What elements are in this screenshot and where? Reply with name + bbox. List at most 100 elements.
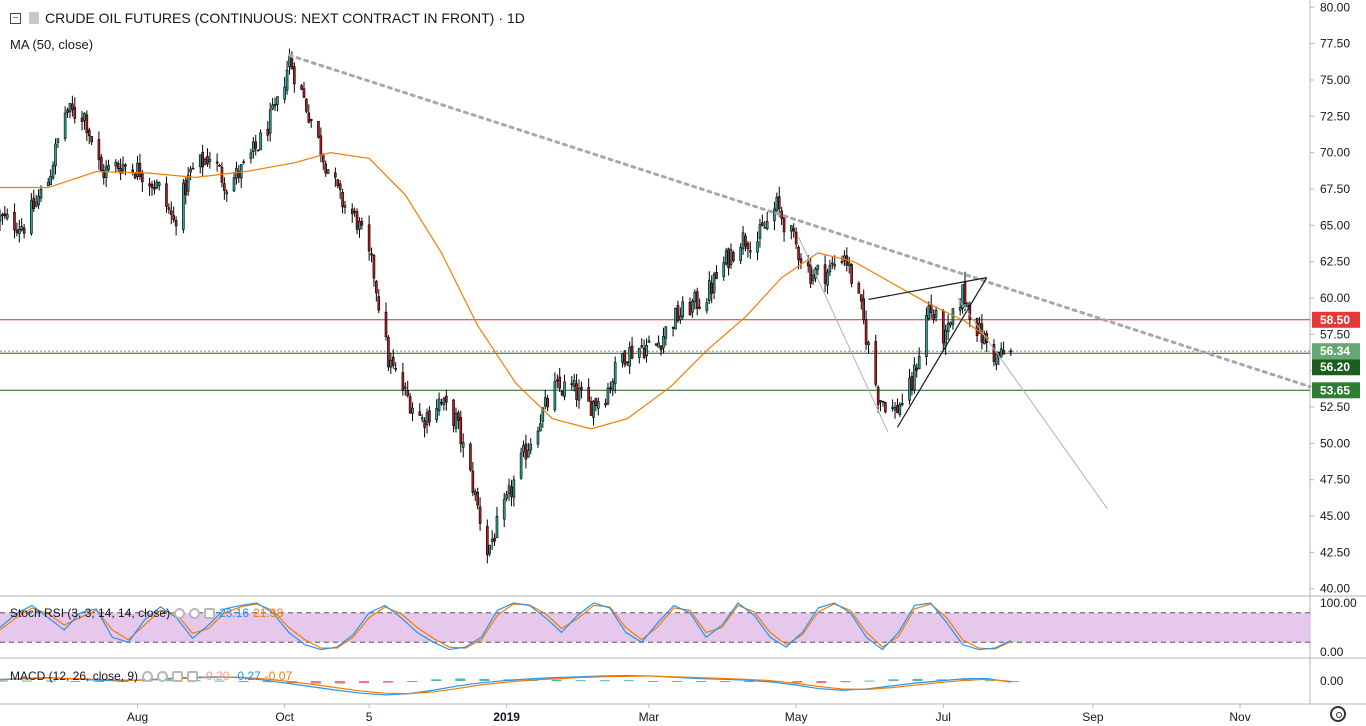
macd-histogram-bar bbox=[94, 681, 105, 682]
candle-body bbox=[252, 141, 255, 152]
candle-body bbox=[992, 343, 996, 362]
candle-body bbox=[809, 264, 812, 284]
gear-icon[interactable] bbox=[157, 670, 169, 682]
candle-body bbox=[934, 310, 938, 318]
candle-body bbox=[425, 412, 429, 425]
candle-body bbox=[201, 152, 204, 168]
candle-body bbox=[469, 443, 472, 471]
candle-body bbox=[90, 136, 93, 143]
eye-icon[interactable] bbox=[174, 607, 186, 619]
price-label: 58.50 bbox=[1320, 313, 1350, 327]
x-tick-label: Jul bbox=[936, 710, 951, 724]
candle-body bbox=[961, 284, 964, 309]
candle-body bbox=[840, 261, 844, 263]
candle-body bbox=[428, 410, 431, 423]
candle-body bbox=[85, 114, 89, 134]
candle-body bbox=[910, 375, 914, 391]
candle-body bbox=[662, 336, 665, 349]
candle-body bbox=[18, 228, 21, 234]
ma-indicator-label[interactable]: MA (50, close) bbox=[10, 37, 94, 52]
candle-body bbox=[654, 343, 658, 346]
candle-body bbox=[859, 294, 863, 302]
candle-body bbox=[408, 396, 412, 414]
macd-histogram-bar bbox=[864, 680, 875, 682]
candle-body bbox=[119, 168, 122, 174]
candle-body bbox=[587, 387, 590, 402]
price-label-bg bbox=[1312, 343, 1360, 360]
candle-body bbox=[319, 135, 323, 156]
close-icon[interactable] bbox=[187, 670, 199, 682]
candle-body bbox=[604, 403, 607, 406]
candle-body bbox=[642, 347, 646, 358]
candle-body bbox=[283, 86, 286, 100]
candle-body bbox=[114, 162, 118, 167]
candle-body bbox=[353, 210, 356, 213]
candle-body bbox=[828, 264, 832, 273]
collapse-icon[interactable]: − bbox=[10, 12, 21, 24]
y-tick-label: 70.00 bbox=[1320, 146, 1350, 160]
candle-body bbox=[218, 164, 221, 167]
candle-body bbox=[927, 305, 931, 319]
x-tick-label: Oct bbox=[275, 710, 294, 724]
candle-body bbox=[51, 165, 55, 179]
candle-body bbox=[232, 177, 236, 192]
source-icon[interactable] bbox=[172, 670, 184, 682]
stoch-rsi-label[interactable]: Stoch RSI (3, 3, 14, 14, close) bbox=[10, 606, 171, 620]
macd-label[interactable]: MACD (12, 26, close, 9) bbox=[10, 669, 139, 683]
candle-body bbox=[203, 159, 207, 165]
candle-body bbox=[763, 226, 767, 229]
candle-body bbox=[493, 537, 496, 542]
macd-histogram-bar bbox=[888, 679, 899, 681]
close-icon[interactable] bbox=[204, 607, 216, 619]
candle-body bbox=[705, 302, 709, 311]
candle-body bbox=[891, 406, 894, 409]
macd-hist-value: -0.20 bbox=[202, 669, 230, 683]
candle-body bbox=[597, 401, 600, 409]
candle-body bbox=[502, 499, 506, 520]
chart-title-row: − CRUDE OIL FUTURES (CONTINUOUS: NEXT CO… bbox=[10, 10, 525, 26]
candle-body bbox=[524, 443, 528, 460]
candle-body bbox=[68, 102, 72, 113]
y-tick-label: 60.00 bbox=[1320, 291, 1350, 305]
candle-body bbox=[473, 491, 477, 495]
projection-line bbox=[957, 297, 1108, 510]
candle-body bbox=[558, 376, 562, 389]
macd-histogram-bar bbox=[744, 681, 755, 682]
gear-icon[interactable] bbox=[189, 607, 201, 619]
candle-body bbox=[215, 161, 219, 164]
candle-body bbox=[563, 381, 566, 397]
stoch-rsi-legend: Stoch RSI (3, 3, 14, 14, close) 23.16 21… bbox=[10, 606, 283, 620]
settings-icon[interactable] bbox=[1330, 706, 1346, 722]
candle-body bbox=[674, 308, 677, 330]
stoch-k-line bbox=[0, 602, 1012, 651]
chart-title[interactable]: CRUDE OIL FUTURES (CONTINUOUS: NEXT CONT… bbox=[45, 10, 495, 26]
candle-body bbox=[761, 222, 764, 227]
price-label: 53.65 bbox=[1320, 383, 1350, 397]
candle-body bbox=[389, 359, 393, 368]
y-tick-label: 50.00 bbox=[1320, 436, 1350, 450]
candle-body bbox=[404, 386, 407, 389]
macd-histogram-bar bbox=[720, 681, 731, 682]
interval-label[interactable]: 1D bbox=[506, 10, 525, 26]
candle-body bbox=[606, 388, 610, 404]
candle-body bbox=[816, 264, 820, 270]
eye-icon[interactable] bbox=[142, 670, 154, 682]
candle-body bbox=[242, 161, 245, 164]
candle-body bbox=[169, 210, 173, 216]
candle-body bbox=[944, 329, 948, 347]
candle-body bbox=[116, 162, 120, 170]
candle-body bbox=[423, 420, 426, 428]
stoch-d-value: 21.38 bbox=[253, 606, 284, 620]
projection-line bbox=[798, 236, 889, 432]
candle-body bbox=[186, 174, 190, 192]
candle-body bbox=[457, 412, 460, 421]
candle-body bbox=[843, 255, 846, 261]
candle-body bbox=[811, 274, 815, 281]
candle-body bbox=[182, 182, 185, 230]
candle-body bbox=[136, 162, 139, 177]
macd-line bbox=[0, 674, 1011, 696]
candle-body bbox=[946, 323, 950, 333]
y-tick-label: 77.50 bbox=[1320, 37, 1350, 51]
candle-body bbox=[773, 208, 776, 221]
